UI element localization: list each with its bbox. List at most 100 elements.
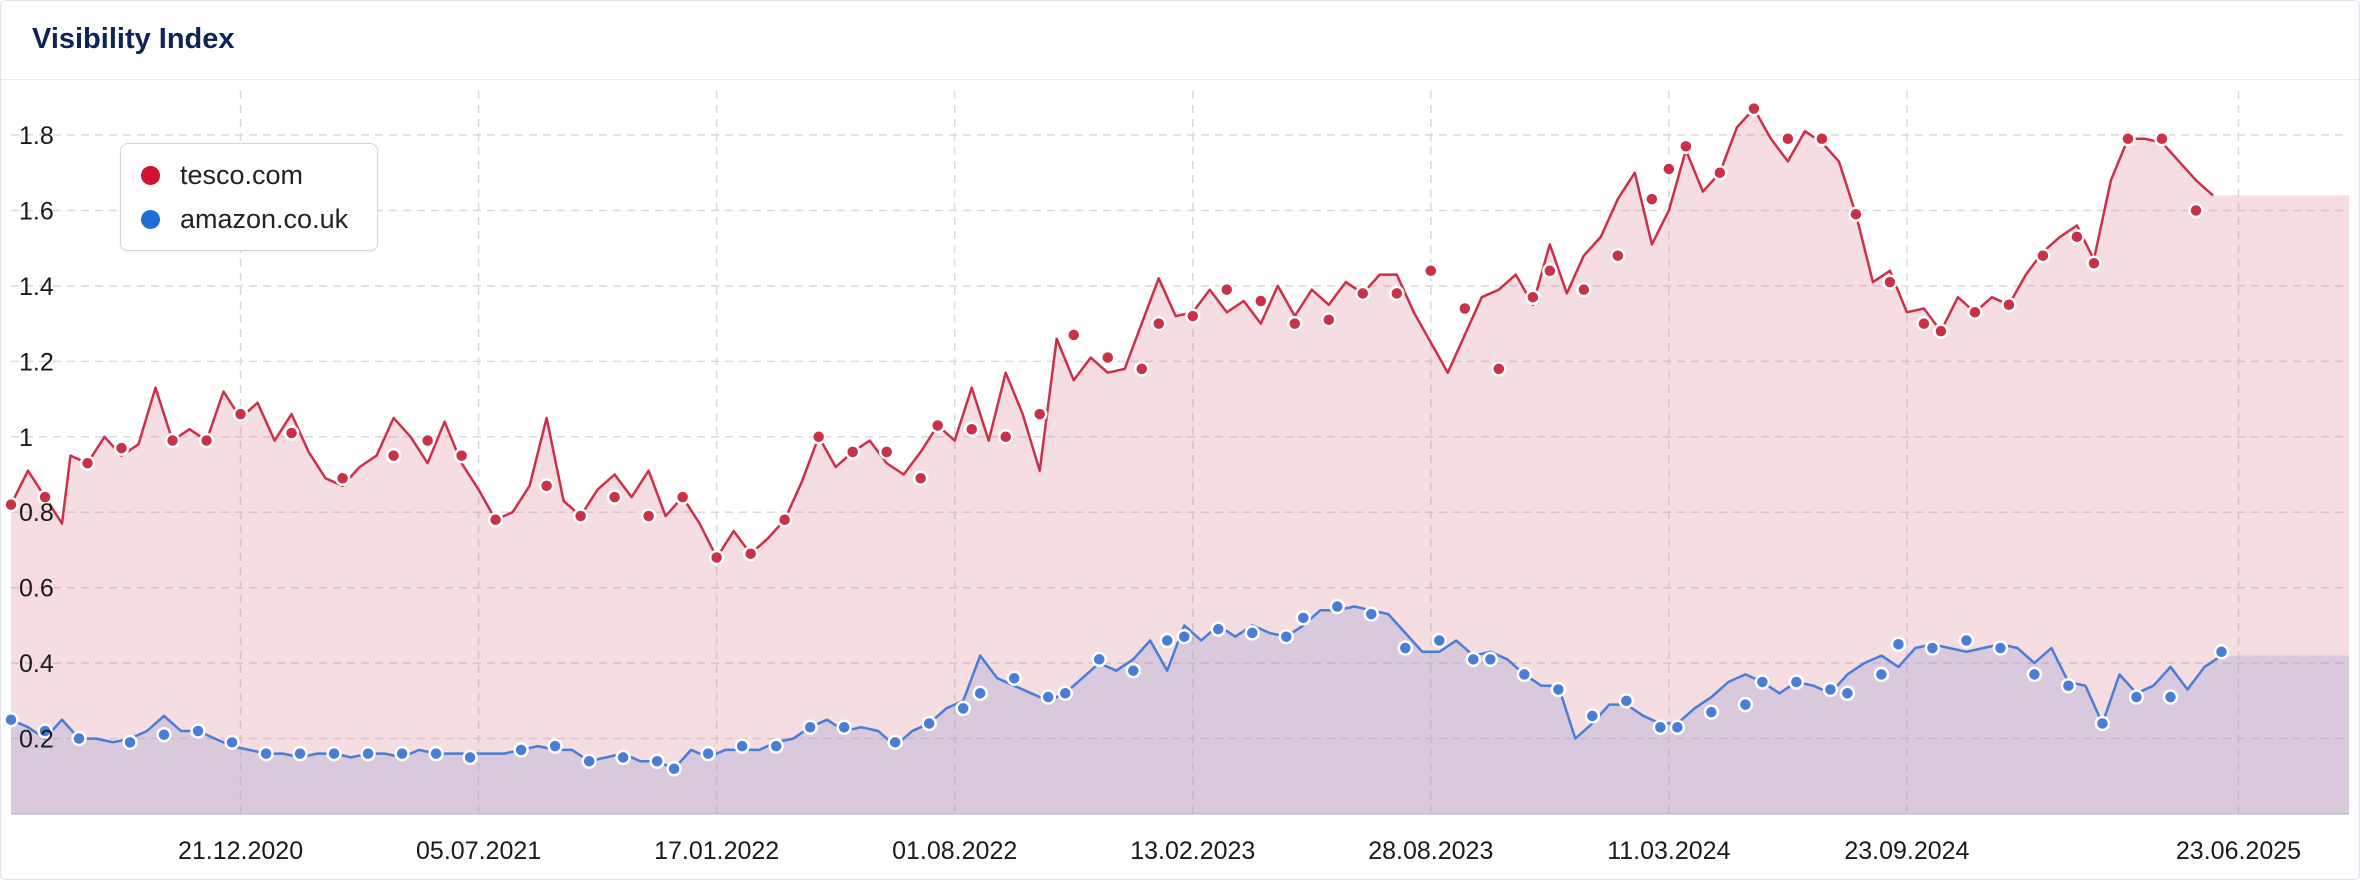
y-tick-label: 0.4: [19, 650, 54, 678]
amazon-data-point: [1397, 640, 1414, 656]
tesco-data-point: [1150, 315, 1167, 332]
x-tick-label: 23.06.2025: [2176, 837, 2301, 865]
tesco-data-point: [538, 478, 555, 494]
tesco-data-point: [1712, 164, 1728, 181]
amazon-data-point: [972, 685, 988, 702]
y-tick-label: 0.2: [19, 726, 54, 754]
amazon-data-point: [887, 734, 903, 751]
amazon-data-point: [666, 760, 682, 777]
x-tick-label: 23.09.2024: [1844, 837, 1969, 865]
amazon-data-point: [360, 745, 376, 762]
amazon-data-point: [955, 700, 971, 717]
amazon-data-point: [734, 738, 750, 754]
tesco-data-point: [1099, 349, 1116, 366]
tesco-data-point: [997, 429, 1014, 445]
tesco-data-point: [1423, 263, 1439, 279]
series-markers: [3, 100, 2230, 777]
tesco-data-point: [810, 429, 827, 445]
tesco-data-point: [113, 440, 130, 456]
series-lines: [9, 107, 2223, 770]
tesco-data-point: [2188, 202, 2204, 219]
y-tick-label: 1.4: [19, 273, 54, 301]
tesco-data-point: [1678, 138, 1694, 155]
tesco-data-point: [2001, 297, 2017, 313]
legend-item-tesco[interactable]: tesco.com: [141, 158, 303, 192]
tesco-data-point: [1287, 315, 1303, 332]
amazon-data-point: [2128, 689, 2145, 705]
x-tick-label: 17.01.2022: [654, 837, 779, 865]
amazon-data-point: [802, 719, 818, 735]
amazon-data-point: [2026, 666, 2043, 683]
tesco-data-point: [1848, 206, 1864, 222]
amazon-data-point: [921, 715, 937, 732]
tesco-data-point: [929, 417, 946, 434]
y-tick-label: 0.8: [19, 499, 54, 527]
amazon-data-point: [1040, 689, 1056, 705]
tesco-data-point: [2086, 255, 2102, 272]
amazon-data-point: [1006, 670, 1022, 686]
amazon-data-point: [1210, 621, 1227, 637]
amazon-data-point: [1924, 640, 1941, 656]
amazon-data-point: [1822, 681, 1839, 698]
tesco-data-point: [1967, 304, 1983, 321]
amazon-data-point: [1295, 610, 1312, 626]
amazon-data-point: [1550, 681, 1567, 698]
tesco-data-point: [1253, 293, 1269, 309]
amazon-data-point: [1125, 662, 1141, 679]
tesco-data-point: [1916, 315, 1932, 332]
amazon-data-point: [1618, 693, 1635, 709]
tesco-data-point: [1031, 406, 1048, 422]
tesco-data-point: [1355, 285, 1371, 302]
x-tick-label: 05.07.2021: [416, 837, 541, 865]
tesco-data-point: [453, 447, 470, 464]
amazon-data-point: [156, 727, 172, 743]
amazon-data-point: [1754, 674, 1771, 690]
amazon-data-point: [768, 738, 784, 754]
amazon-data-point: [224, 734, 240, 751]
tesco-data-point: [1610, 247, 1626, 264]
amazon-data-point: [258, 745, 274, 762]
y-axis-ticks: 0.2 0.4 0.6 0.8 1 1.2 1.4 1.6 1.8: [19, 122, 54, 754]
amazon-data-point: [836, 719, 852, 735]
tesco-data-point: [1780, 131, 1796, 147]
tesco-data-point: [606, 489, 623, 505]
amazon-data-point: [1176, 628, 1193, 645]
tesco-data-point: [79, 455, 96, 471]
legend-label-tesco: tesco.com: [180, 159, 304, 190]
tesco-data-point: [1882, 274, 1898, 290]
amazon-data-point: [700, 745, 716, 762]
tesco-data-point: [2069, 229, 2085, 245]
tesco-data-point: [776, 512, 793, 528]
tesco-data-point: [1661, 161, 1677, 177]
chart-legend: tesco.com amazon.co.uk: [120, 143, 378, 251]
amazon-data-point: [513, 742, 529, 758]
amazon-data-point: [1278, 628, 1295, 645]
tesco-data-point: [1065, 327, 1082, 343]
x-tick-label: 21.12.2020: [178, 837, 303, 865]
amazon-data-point: [1363, 606, 1380, 622]
amazon-data-point: [292, 745, 308, 762]
tesco-data-point: [2120, 131, 2136, 147]
tesco-data-point: [385, 447, 402, 464]
tesco-data-point: [742, 545, 759, 562]
legend-item-amazon[interactable]: amazon.co.uk: [141, 202, 348, 236]
amazon-data-point: [1244, 625, 1261, 641]
tesco-data-point: [1814, 131, 1830, 147]
tesco-data-point: [1525, 289, 1541, 305]
tesco-data-point: [1933, 323, 1949, 339]
grid-lines: [11, 91, 2349, 815]
y-tick-label: 1: [19, 424, 33, 452]
amazon-data-point: [1873, 666, 1890, 683]
amazon-data-point: [1482, 651, 1499, 668]
tesco-data-point: [674, 489, 691, 505]
x-tick-label: 13.02.2023: [1130, 837, 1255, 865]
amazon-data-point: [1329, 598, 1346, 615]
tesco-data-point: [1491, 361, 1507, 377]
amazon-legend-dot-icon: [141, 209, 160, 229]
amazon-data-point: [1091, 651, 1107, 668]
tesco-data-point: [2154, 131, 2170, 147]
tesco-data-point: [37, 489, 53, 505]
amazon-data-point: [428, 745, 444, 762]
